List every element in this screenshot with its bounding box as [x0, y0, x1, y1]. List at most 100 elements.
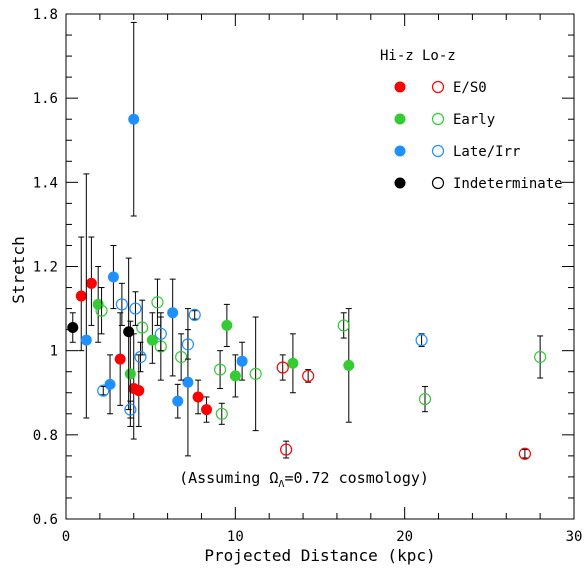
- data-point: [181, 338, 195, 351]
- data-point: [167, 307, 179, 319]
- data-point: [213, 363, 227, 376]
- data-point: [192, 391, 204, 403]
- y-tick-label: 1: [50, 344, 58, 360]
- x-tick-label: 0: [62, 529, 70, 545]
- series-lo-z-e-s0: [276, 354, 531, 460]
- data-point: [80, 334, 92, 346]
- data-point: [67, 322, 79, 334]
- data-point: [229, 370, 241, 382]
- x-tick-label: 20: [396, 529, 413, 545]
- legend-label: Early: [453, 112, 495, 128]
- error-bar: [537, 335, 544, 379]
- series-lo-z-late-irr: [97, 282, 428, 419]
- annotation-suffix: =0.72 cosmology): [284, 469, 429, 487]
- legend-entry: Late/Irr: [394, 144, 520, 160]
- error-bar: [521, 449, 528, 459]
- data-point: [115, 298, 128, 311]
- data-point: [172, 395, 184, 407]
- data-point: [123, 326, 135, 338]
- y-tick-label: 0.8: [33, 428, 58, 444]
- data-point: [215, 407, 228, 420]
- legend-entry: Early: [394, 112, 495, 128]
- data-point: [302, 369, 315, 383]
- data-point: [154, 327, 167, 340]
- legend-header-lo-z: Lo-z: [422, 48, 456, 64]
- cosmology-annotation: (Assuming ΩΛ=0.72 cosmology): [179, 469, 429, 490]
- error-bar: [418, 333, 425, 347]
- data-point: [146, 334, 158, 346]
- data-point: [221, 319, 233, 331]
- data-point: [534, 350, 547, 364]
- series-lo-z-early: [95, 278, 547, 432]
- error-bar: [178, 333, 185, 381]
- annotation-omega: Ω: [269, 469, 278, 487]
- data-point: [75, 290, 87, 302]
- data-point: [249, 367, 262, 380]
- data-point: [107, 271, 119, 283]
- data-point: [188, 308, 201, 321]
- data-point: [95, 304, 108, 317]
- error-bar: [217, 350, 224, 390]
- data-point: [182, 376, 194, 388]
- error-bar: [98, 287, 105, 335]
- x-tick-label: 10: [227, 529, 244, 545]
- data-point: [236, 355, 248, 367]
- data-point: [276, 361, 289, 374]
- error-bar: [83, 173, 90, 419]
- data-point: [136, 321, 149, 334]
- data-point: [134, 350, 147, 364]
- data-point: [129, 302, 142, 315]
- data-point: [85, 277, 97, 289]
- legend-marker-open: [431, 176, 445, 190]
- legend-marker-filled: [394, 177, 406, 189]
- error-bar: [279, 354, 286, 381]
- data-points: [67, 21, 547, 460]
- data-point: [415, 334, 428, 347]
- data-point: [287, 357, 299, 369]
- legend-marker-open: [431, 80, 445, 94]
- plot-frame: [65, 13, 575, 520]
- error-bar: [252, 316, 259, 432]
- y-tick-label: 1.6: [33, 91, 58, 107]
- y-axis-label: Stretch: [9, 236, 28, 303]
- y-tick-label: 0.6: [33, 512, 58, 528]
- series-hi-z-indeterminate: [67, 257, 135, 411]
- series-hi-z-late-irr: [80, 21, 248, 457]
- data-point: [124, 368, 136, 380]
- axes: [65, 13, 575, 520]
- error-bar: [421, 385, 428, 413]
- legend-label: E/S0: [453, 80, 487, 96]
- legend-header-hi-z: Hi-z: [380, 48, 414, 64]
- error-bar: [132, 291, 139, 326]
- y-tick-label: 1.4: [33, 175, 58, 191]
- data-point: [97, 384, 110, 397]
- data-point: [124, 403, 137, 416]
- error-bar: [218, 402, 225, 425]
- legend: Hi-z Lo-z E/S0 Early Late/Irr Indeterminate: [380, 48, 563, 192]
- error-bar: [100, 385, 107, 396]
- error-bar: [305, 369, 312, 383]
- legend-marker-filled: [394, 113, 406, 125]
- error-bar: [118, 282, 125, 326]
- data-point: [175, 350, 188, 364]
- data-point: [518, 447, 531, 460]
- data-point: [418, 392, 432, 406]
- y-tick-label: 1.8: [33, 7, 58, 23]
- annotation-subscript: Λ: [278, 479, 284, 490]
- error-bar: [157, 316, 164, 352]
- data-point: [337, 319, 350, 332]
- y-tick-label: 1.2: [33, 260, 58, 276]
- data-point: [92, 298, 104, 310]
- error-bar: [154, 278, 161, 326]
- legend-marker-open: [431, 144, 445, 158]
- error-bar: [137, 341, 144, 373]
- error-bar: [184, 329, 191, 360]
- legend-marker-filled: [394, 81, 406, 93]
- annotation-prefix: (Assuming: [179, 469, 269, 487]
- series-hi-z-early: [92, 266, 355, 427]
- data-point: [128, 113, 140, 125]
- error-bar: [340, 312, 347, 339]
- x-tick-label: 30: [566, 529, 583, 545]
- data-point: [114, 353, 126, 365]
